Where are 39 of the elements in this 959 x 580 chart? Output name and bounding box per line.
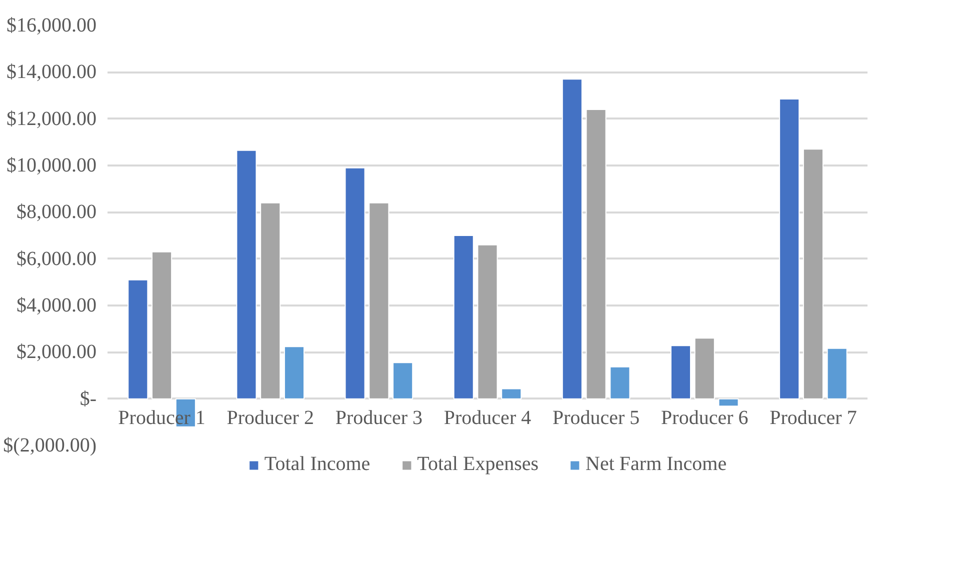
y-tick-label: $12,000.00 — [6, 108, 96, 130]
legend-label: Net Farm Income — [586, 453, 727, 476]
y-tick-label: $- — [80, 388, 97, 410]
x-tick-label: Producer 7 — [770, 406, 857, 429]
bar — [694, 338, 715, 400]
bar — [284, 346, 305, 400]
bar — [802, 148, 824, 400]
y-tick-label: $16,000.00 — [6, 14, 96, 36]
bar — [501, 388, 522, 400]
bar — [453, 235, 474, 400]
bar — [152, 251, 172, 400]
y-tick-label: $14,000.00 — [6, 61, 96, 84]
bar — [368, 202, 390, 400]
x-tick-label: Producer 4 — [444, 406, 532, 429]
bar — [344, 167, 366, 400]
y-tick-label: $6,000.00 — [16, 248, 96, 270]
y-tick-label: $2,000.00 — [16, 341, 96, 364]
legend-label: Total Income — [264, 453, 370, 476]
y-tick-label: $4,000.00 — [16, 294, 96, 316]
y-tick-label: $8,000.00 — [16, 201, 96, 224]
y-tick-label: $10,000.00 — [6, 154, 96, 176]
bar — [128, 279, 148, 400]
bar — [562, 78, 582, 400]
bar — [236, 150, 257, 400]
bar — [610, 366, 630, 400]
y-tick-label: $(2,000.00) — [3, 434, 97, 456]
bar — [670, 345, 692, 400]
x-tick-label: Producer 6 — [661, 406, 748, 429]
bar — [392, 362, 414, 400]
bar — [477, 244, 498, 400]
x-tick-label: Producer 3 — [335, 406, 423, 429]
bar — [826, 348, 848, 400]
bar — [586, 109, 606, 400]
bar — [260, 202, 281, 400]
legend-label: Total Expenses — [417, 453, 539, 476]
bar — [779, 98, 800, 400]
x-tick-label: Producer 2 — [226, 406, 314, 429]
x-tick-label: Producer 5 — [552, 406, 640, 429]
bar — [718, 398, 739, 407]
